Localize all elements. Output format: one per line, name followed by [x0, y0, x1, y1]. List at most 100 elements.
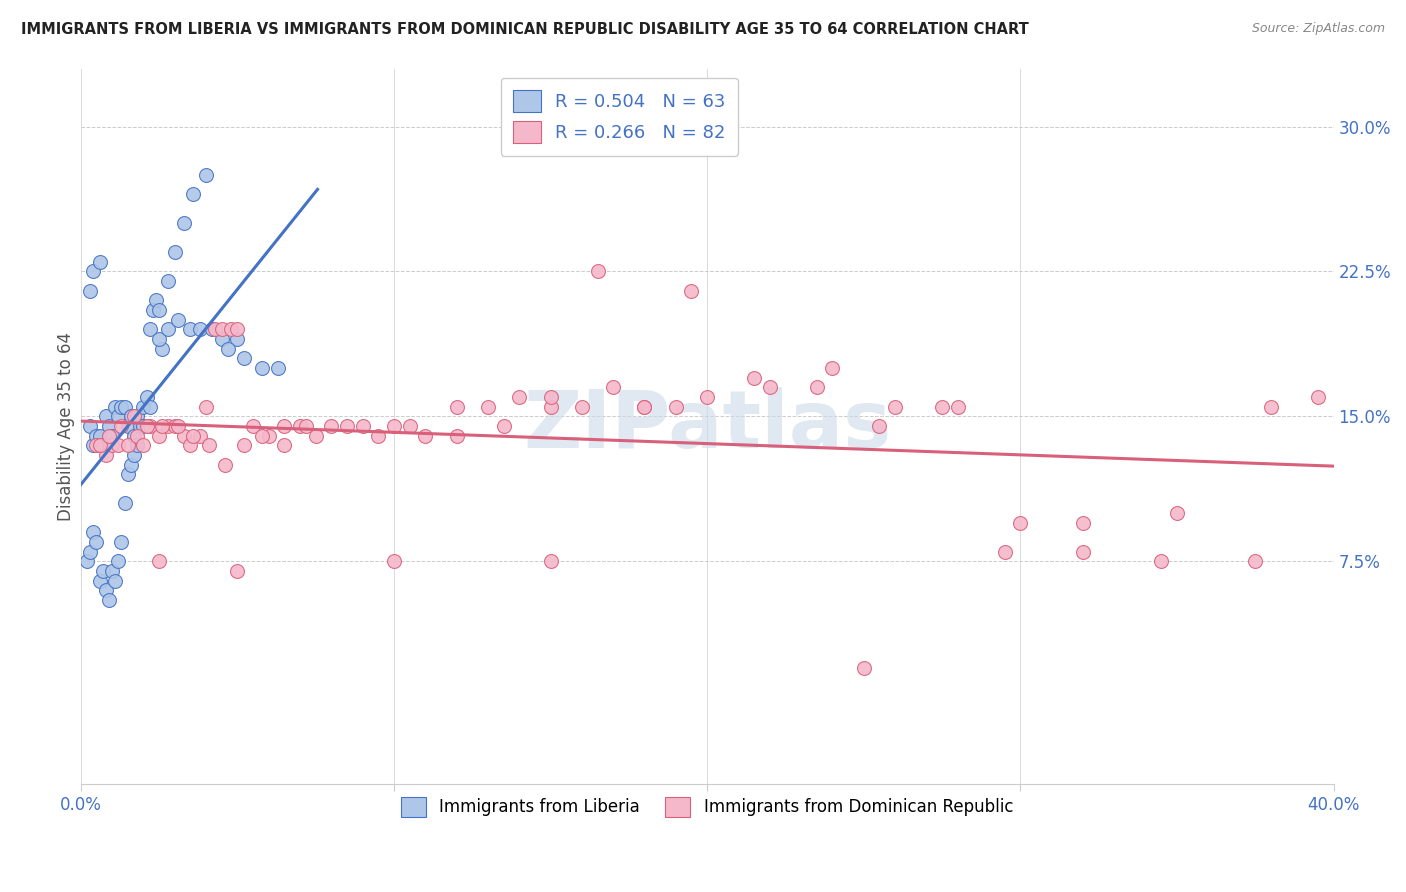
Point — [148, 332, 170, 346]
Point — [82, 525, 104, 540]
Point — [179, 322, 201, 336]
Point — [232, 438, 254, 452]
Point — [97, 429, 120, 443]
Point — [173, 216, 195, 230]
Point — [157, 419, 180, 434]
Point — [94, 448, 117, 462]
Point — [101, 429, 124, 443]
Point — [1071, 516, 1094, 530]
Point — [79, 545, 101, 559]
Point — [352, 419, 374, 434]
Point — [806, 380, 828, 394]
Point — [138, 322, 160, 336]
Point — [219, 322, 242, 336]
Point — [117, 467, 139, 482]
Point — [198, 438, 221, 452]
Point — [1306, 390, 1329, 404]
Point — [758, 380, 780, 394]
Point — [97, 419, 120, 434]
Text: Source: ZipAtlas.com: Source: ZipAtlas.com — [1251, 22, 1385, 36]
Point — [166, 419, 188, 434]
Point — [82, 264, 104, 278]
Point — [195, 400, 218, 414]
Point — [89, 574, 111, 588]
Point — [398, 419, 420, 434]
Point — [91, 438, 114, 452]
Point — [163, 419, 186, 434]
Point — [446, 400, 468, 414]
Point — [79, 284, 101, 298]
Point — [446, 429, 468, 443]
Point — [107, 554, 129, 568]
Point — [76, 554, 98, 568]
Point — [132, 438, 155, 452]
Point — [681, 284, 703, 298]
Point — [273, 438, 295, 452]
Point — [89, 255, 111, 269]
Text: ZIPatlas: ZIPatlas — [523, 387, 891, 465]
Point — [86, 438, 108, 452]
Point — [94, 409, 117, 424]
Point — [132, 400, 155, 414]
Point — [79, 419, 101, 434]
Point — [214, 458, 236, 472]
Point — [157, 274, 180, 288]
Point — [821, 361, 844, 376]
Point — [89, 438, 111, 452]
Point — [94, 583, 117, 598]
Point — [101, 564, 124, 578]
Point — [89, 429, 111, 443]
Point — [183, 429, 205, 443]
Point — [122, 429, 145, 443]
Point — [117, 419, 139, 434]
Point — [179, 438, 201, 452]
Point — [101, 438, 124, 452]
Point — [120, 409, 142, 424]
Point — [252, 429, 274, 443]
Point — [321, 419, 343, 434]
Point — [492, 419, 515, 434]
Point — [173, 429, 195, 443]
Point — [382, 419, 405, 434]
Point — [413, 429, 436, 443]
Point — [135, 390, 157, 404]
Point — [188, 429, 211, 443]
Point — [150, 342, 173, 356]
Point — [1166, 506, 1188, 520]
Point — [267, 361, 290, 376]
Point — [477, 400, 499, 414]
Legend: Immigrants from Liberia, Immigrants from Dominican Republic: Immigrants from Liberia, Immigrants from… — [392, 789, 1021, 825]
Point — [633, 400, 655, 414]
Point — [166, 313, 188, 327]
Point — [304, 429, 326, 443]
Point — [226, 332, 249, 346]
Point — [226, 322, 249, 336]
Point — [163, 245, 186, 260]
Point — [132, 419, 155, 434]
Text: IMMIGRANTS FROM LIBERIA VS IMMIGRANTS FROM DOMINICAN REPUBLIC DISABILITY AGE 35 : IMMIGRANTS FROM LIBERIA VS IMMIGRANTS FR… — [21, 22, 1029, 37]
Point — [994, 545, 1017, 559]
Point — [195, 168, 218, 182]
Point — [884, 400, 907, 414]
Point — [946, 400, 969, 414]
Point — [117, 438, 139, 452]
Y-axis label: Disability Age 35 to 64: Disability Age 35 to 64 — [58, 332, 75, 521]
Point — [226, 564, 249, 578]
Point — [232, 351, 254, 366]
Point — [257, 429, 280, 443]
Point — [114, 400, 136, 414]
Point — [122, 409, 145, 424]
Point — [1260, 400, 1282, 414]
Point — [211, 332, 233, 346]
Point — [1244, 554, 1267, 568]
Point — [1150, 554, 1173, 568]
Point — [742, 371, 765, 385]
Point — [148, 554, 170, 568]
Point — [288, 419, 311, 434]
Point — [211, 322, 233, 336]
Point — [110, 400, 132, 414]
Point — [82, 438, 104, 452]
Point — [665, 400, 688, 414]
Point — [110, 419, 132, 434]
Point — [252, 361, 274, 376]
